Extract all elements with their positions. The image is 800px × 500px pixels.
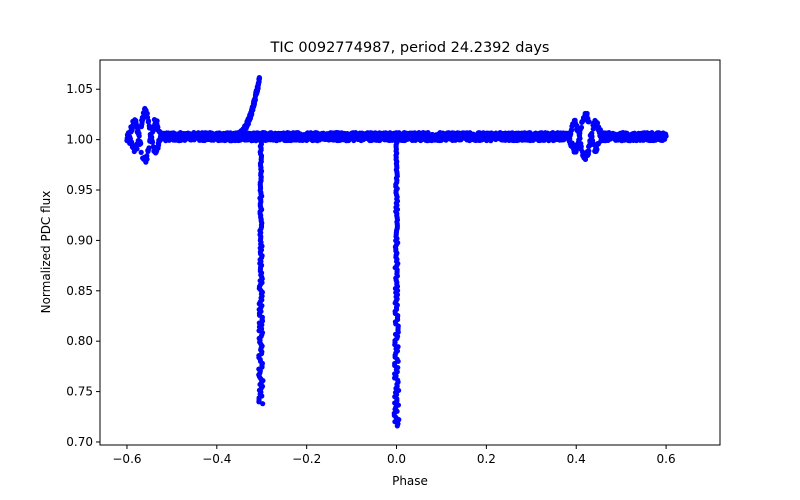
data-point — [146, 145, 152, 151]
chart-title: TIC 0092774987, period 24.2392 days — [270, 40, 550, 56]
y-axis: 0.70 0.75 0.80 0.85 0.90 0.95 1.00 1.05 — [66, 82, 100, 449]
data-point — [584, 110, 590, 117]
x-axis-label: Phase — [392, 474, 428, 488]
data-point — [578, 124, 585, 131]
data-point — [154, 118, 160, 124]
y-tick-label: 0.70 — [66, 435, 93, 449]
data-point — [252, 97, 258, 103]
y-tick-label: 0.95 — [66, 183, 93, 197]
y-tick-label: 1.00 — [66, 133, 93, 147]
data-point — [155, 124, 161, 130]
x-axis: −0.6 −0.4 −0.2 0.0 0.2 0.4 0.6 — [112, 445, 676, 466]
x-tick-label: 0.6 — [657, 452, 676, 466]
data-point — [145, 118, 152, 124]
data-point — [138, 140, 144, 147]
data-point — [144, 110, 150, 117]
x-tick-label: −0.6 — [112, 452, 141, 466]
x-tick-label: 0.2 — [477, 452, 496, 466]
data-point — [138, 149, 144, 155]
data-point — [144, 156, 150, 162]
y-tick-label: 1.05 — [66, 82, 93, 96]
data-point — [394, 423, 400, 429]
data-point — [260, 401, 266, 407]
data-point — [134, 146, 140, 152]
x-tick-label: −0.2 — [292, 452, 321, 466]
data-point — [594, 120, 601, 126]
data-point — [577, 135, 583, 142]
data-point — [586, 119, 592, 125]
data-point — [589, 133, 595, 140]
data-point — [136, 133, 142, 139]
data-point — [597, 127, 603, 133]
y-tick-label: 0.90 — [66, 233, 93, 247]
x-tick-label: 0.4 — [567, 452, 586, 466]
data-point — [586, 148, 592, 154]
y-tick-label: 0.75 — [66, 385, 93, 399]
data-point — [129, 127, 135, 133]
plot-frame — [99, 59, 721, 446]
y-axis-label: Normalized PDC flux — [39, 191, 53, 314]
x-tick-label: −0.4 — [202, 452, 231, 466]
data-point — [578, 143, 584, 150]
data-point — [594, 146, 600, 153]
data-point — [569, 127, 575, 133]
data-point — [256, 75, 263, 81]
y-tick-label: 0.80 — [66, 334, 93, 348]
x-tick-label: 0.0 — [387, 452, 406, 466]
y-tick-label: 0.85 — [66, 284, 93, 298]
data-point — [663, 133, 669, 139]
data-points — [124, 75, 669, 429]
data-point — [149, 139, 156, 145]
data-point — [396, 417, 402, 423]
